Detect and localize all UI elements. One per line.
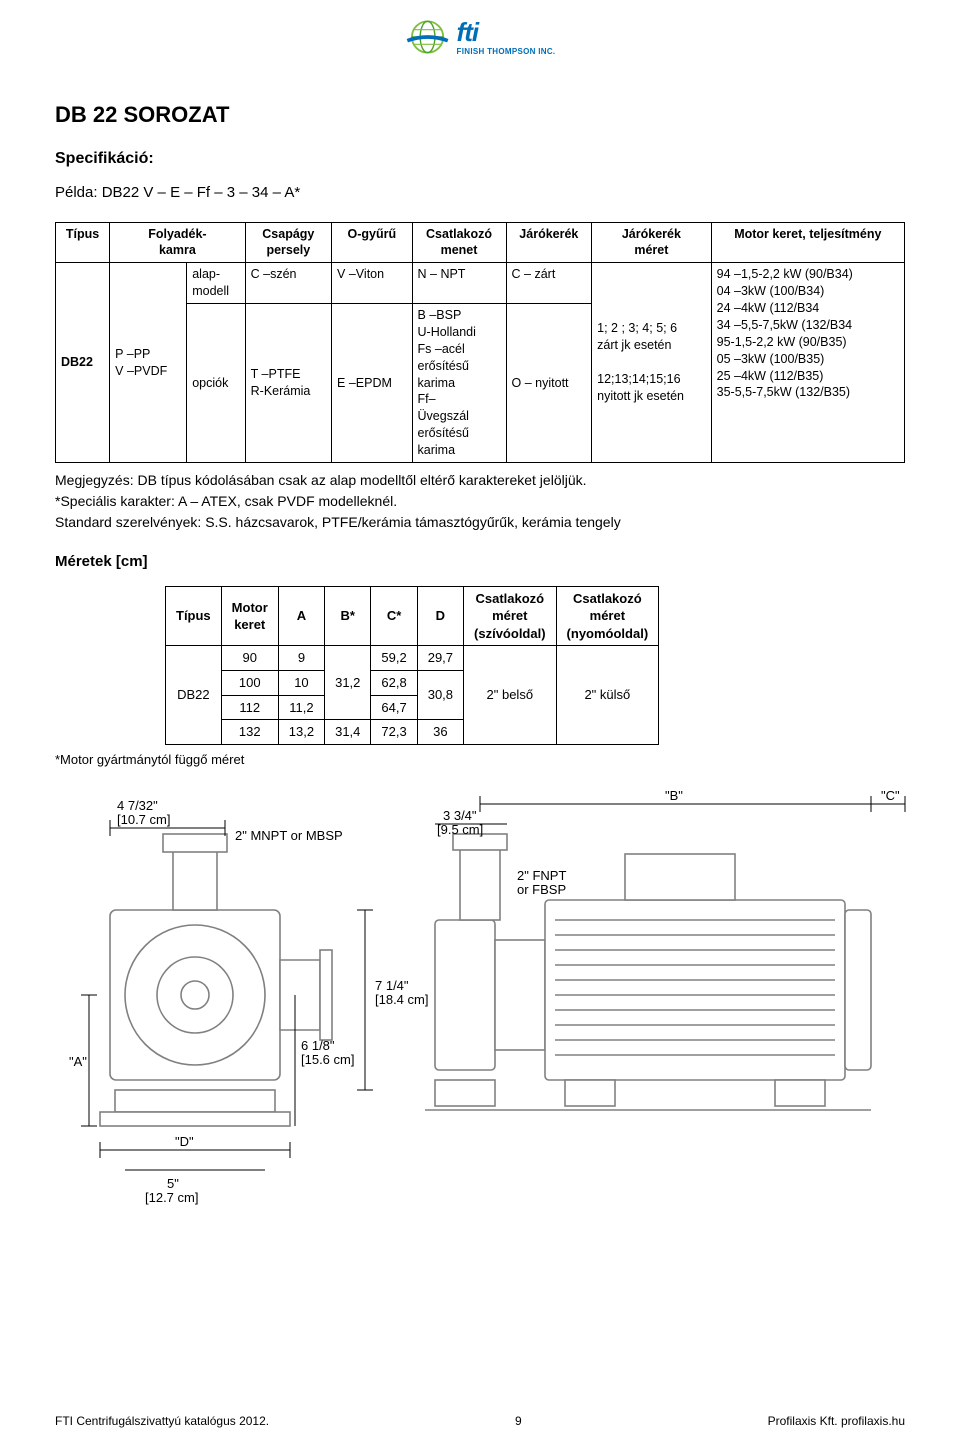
t2-r1-a: 10 bbox=[278, 671, 324, 696]
t2-b-merged: 31,2 bbox=[325, 646, 371, 720]
t2-r1-mk: 100 bbox=[221, 671, 278, 696]
t1-r1c3: C –szén bbox=[245, 263, 331, 304]
t2-suction: 2" belső bbox=[464, 646, 557, 744]
note-3: Standard szerelvények: S.S. házcsavarok,… bbox=[55, 513, 905, 532]
dims-footnote: *Motor gyártmánytól függő méret bbox=[55, 751, 905, 769]
dim-h1: 7 1/4"[18.4 cm] bbox=[375, 978, 428, 1007]
dim-top-left: 4 7/32"[10.7 cm] bbox=[117, 798, 170, 827]
dimensions-table: Típus Motor keret A B* C* D Csatlakozó m… bbox=[165, 586, 659, 745]
t2-h7: Csatlakozó méret (nyomóoldal) bbox=[556, 586, 659, 646]
t2-r0-a: 9 bbox=[278, 646, 324, 671]
t2-r3-a: 13,2 bbox=[278, 720, 324, 745]
t1-motor: 94 –1,5-2,2 kW (90/B34) 04 –3kW (100/B34… bbox=[711, 263, 904, 463]
dim-w1: 5"[12.7 cm] bbox=[145, 1176, 198, 1205]
logo-company: FINISH THOMPSON INC. bbox=[457, 48, 556, 56]
lbl-B: "B" bbox=[665, 790, 683, 803]
footer-page: 9 bbox=[515, 1413, 522, 1429]
t1-r2c2: opciók bbox=[187, 304, 245, 463]
t1-h1: Folyadék- kamra bbox=[110, 222, 245, 263]
example-line: Példa: DB22 V – E – Ff – 3 – 34 – A* bbox=[55, 183, 905, 203]
t2-r0-mk: 90 bbox=[221, 646, 278, 671]
t2-type: DB22 bbox=[166, 646, 222, 744]
t1-h0: Típus bbox=[56, 222, 110, 263]
t2-h0: Típus bbox=[166, 586, 222, 646]
dim-334: 3 3/4"[9.5 cm] bbox=[437, 808, 483, 837]
page-title: DB 22 SOROZAT bbox=[55, 100, 905, 130]
t1-r2c4: E –EPDM bbox=[332, 304, 412, 463]
coding-table: Típus Folyadék- kamra Csapágy persely O-… bbox=[55, 222, 905, 463]
lbl-2mnpt: 2" MNPT or MBSP bbox=[235, 828, 343, 843]
lbl-D: "D" bbox=[175, 1134, 194, 1149]
lbl-A: "A" bbox=[69, 1054, 87, 1069]
t2-h4: C* bbox=[371, 586, 417, 646]
t1-r1c5: N – NPT bbox=[412, 263, 506, 304]
spec-heading: Specifikáció: bbox=[55, 148, 905, 170]
footer-left: FTI Centrifugálszivattyú katalógus 2012. bbox=[55, 1413, 269, 1429]
lbl-C: "C" bbox=[881, 790, 900, 803]
t1-h6: Járókerék bbox=[506, 222, 592, 263]
t2-d-merged: 30,8 bbox=[417, 671, 463, 720]
t1-h7: Járókerék méret bbox=[592, 222, 712, 263]
t2-r0-c: 59,2 bbox=[371, 646, 417, 671]
t2-r0-d: 29,7 bbox=[417, 646, 463, 671]
pump-diagram: 4 7/32"[10.7 cm] 2" MNPT or MBSP 7 1/4"[… bbox=[55, 790, 905, 1215]
notes-block: Megjegyzés: DB típus kódolásában csak az… bbox=[55, 471, 905, 532]
logo-fti: fti bbox=[457, 19, 556, 45]
t1-r1c6: C – zárt bbox=[506, 263, 592, 304]
t1-h5: Csatlakozó menet bbox=[412, 222, 506, 263]
t1-h3: Csapágy persely bbox=[245, 222, 331, 263]
t2-h6: Csatlakozó méret (szívóoldal) bbox=[464, 586, 557, 646]
t1-impeller-size: 1; 2 ; 3; 4; 5; 6 zárt jk esetén 12;13;1… bbox=[592, 263, 712, 463]
dim-h2: 6 1/8"[15.6 cm] bbox=[301, 1038, 354, 1067]
t1-r2c5: B –BSP U-Hollandi Fs –acél erősítésű kar… bbox=[412, 304, 506, 463]
page-footer: FTI Centrifugálszivattyú katalógus 2012.… bbox=[55, 1413, 905, 1429]
t1-h4: O-gyűrű bbox=[332, 222, 412, 263]
t2-r1-c: 62,8 bbox=[371, 671, 417, 696]
t1-type: DB22 bbox=[56, 263, 110, 463]
t2-r3-mk: 132 bbox=[221, 720, 278, 745]
t1-h8: Motor keret, teljesítmény bbox=[711, 222, 904, 263]
header-logo: fti FINISH THOMPSON INC. bbox=[405, 14, 556, 60]
t1-r1c2: alap- modell bbox=[187, 263, 245, 304]
t1-r2c3: T –PTFE R-Kerámia bbox=[245, 304, 331, 463]
t2-discharge: 2" külső bbox=[556, 646, 659, 744]
lbl-fnpt: 2" FNPTor FBSP bbox=[517, 868, 566, 897]
t2-r2-mk: 112 bbox=[221, 695, 278, 720]
t1-r1c4: V –Viton bbox=[332, 263, 412, 304]
t2-r3-b: 31,4 bbox=[325, 720, 371, 745]
t2-h1: Motor keret bbox=[221, 586, 278, 646]
t2-h3: B* bbox=[325, 586, 371, 646]
logo-globe-icon bbox=[405, 14, 451, 60]
logo-text: fti FINISH THOMPSON INC. bbox=[457, 19, 556, 56]
footer-right: Profilaxis Kft. profilaxis.hu bbox=[768, 1413, 905, 1429]
t2-r2-a: 11,2 bbox=[278, 695, 324, 720]
t1-r2c6: O – nyitott bbox=[506, 304, 592, 463]
t2-r3-d: 36 bbox=[417, 720, 463, 745]
note-1: Megjegyzés: DB típus kódolásában csak az… bbox=[55, 471, 905, 490]
t2-h2: A bbox=[278, 586, 324, 646]
note-2: *Speciális karakter: A – ATEX, csak PVDF… bbox=[55, 492, 905, 511]
t1-chamber: P –PP V –PVDF bbox=[110, 263, 187, 463]
t2-r2-c: 64,7 bbox=[371, 695, 417, 720]
t2-h5: D bbox=[417, 586, 463, 646]
t2-r3-c: 72,3 bbox=[371, 720, 417, 745]
dims-heading: Méretek [cm] bbox=[55, 552, 905, 572]
